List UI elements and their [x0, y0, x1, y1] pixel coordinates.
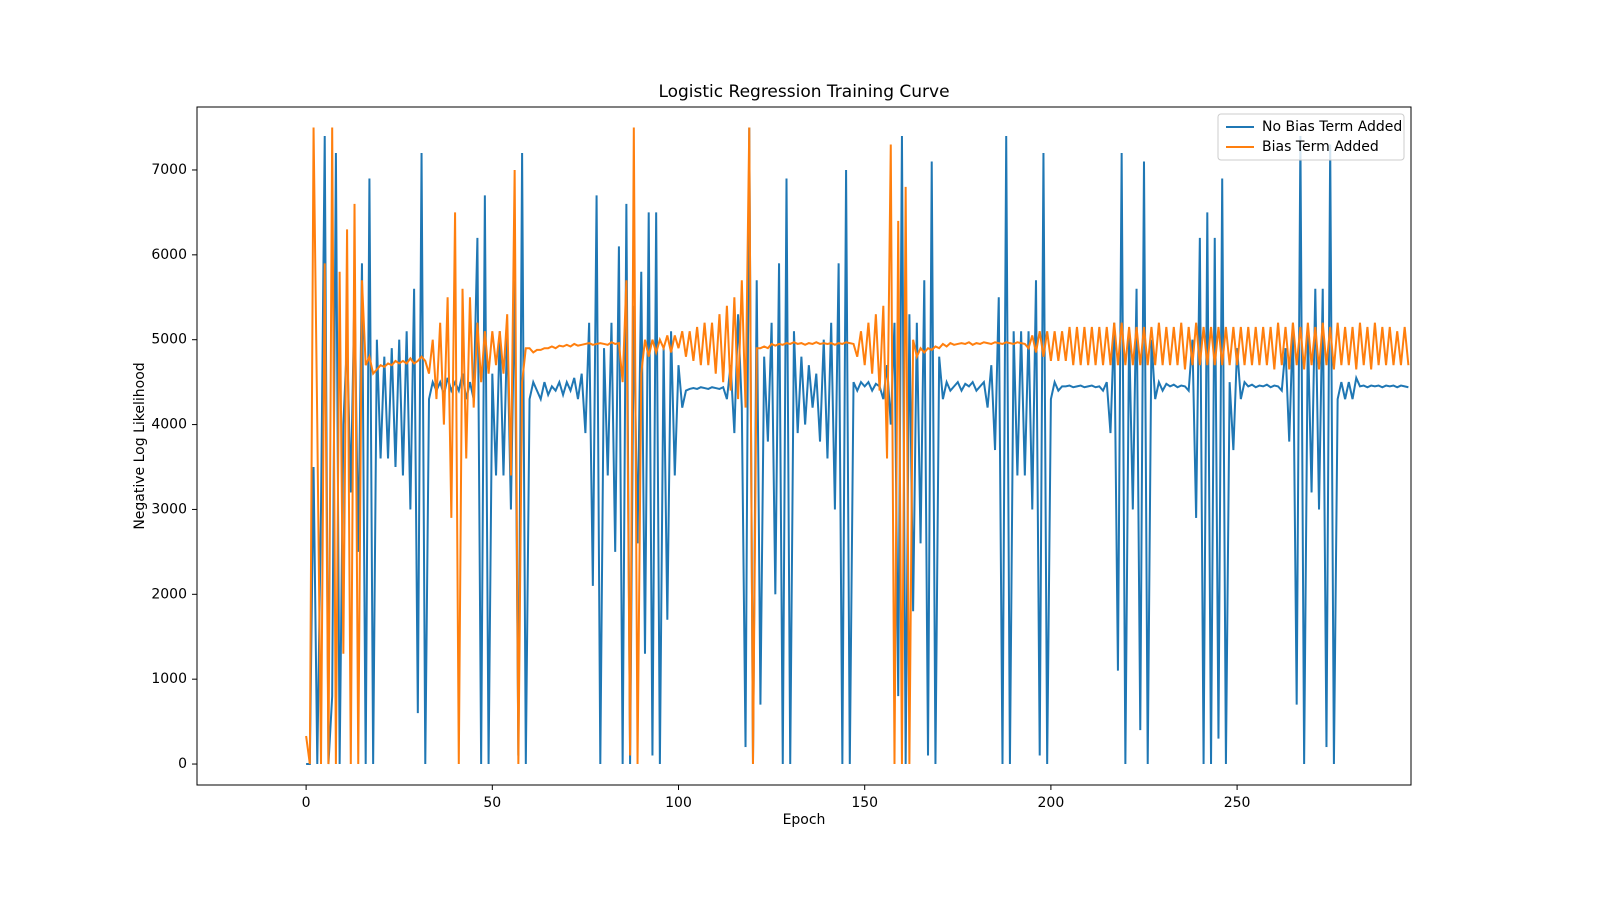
x-tick-label: 250 [1224, 795, 1251, 811]
y-tick-label: 2000 [151, 586, 187, 602]
y-tick-label: 6000 [151, 247, 187, 263]
series-line [305, 127, 1410, 765]
y-tick-label: 7000 [151, 162, 187, 178]
y-tick-label: 5000 [151, 332, 187, 348]
plot-frame [196, 106, 1412, 786]
legend-label: Bias Term Added [1262, 139, 1379, 155]
y-tick-label: 1000 [151, 671, 187, 687]
legend-box [1217, 113, 1405, 161]
x-tick-label: 150 [851, 795, 878, 811]
chart-title: Logistic Regression Training Curve [658, 82, 949, 102]
y-tick-label: 4000 [151, 417, 187, 433]
x-tick-label: 0 [302, 795, 311, 811]
legend-label: No Bias Term Added [1262, 119, 1402, 135]
x-axis-label: Epoch [783, 812, 826, 828]
x-tick-label: 100 [665, 795, 692, 811]
y-tick-label: 0 [178, 756, 187, 772]
y-axis-label: Negative Log Likelihood [132, 362, 148, 529]
x-tick-label: 50 [483, 795, 501, 811]
y-tick-label: 3000 [151, 501, 187, 517]
series-line [306, 127, 1409, 766]
x-tick-label: 200 [1038, 795, 1065, 811]
